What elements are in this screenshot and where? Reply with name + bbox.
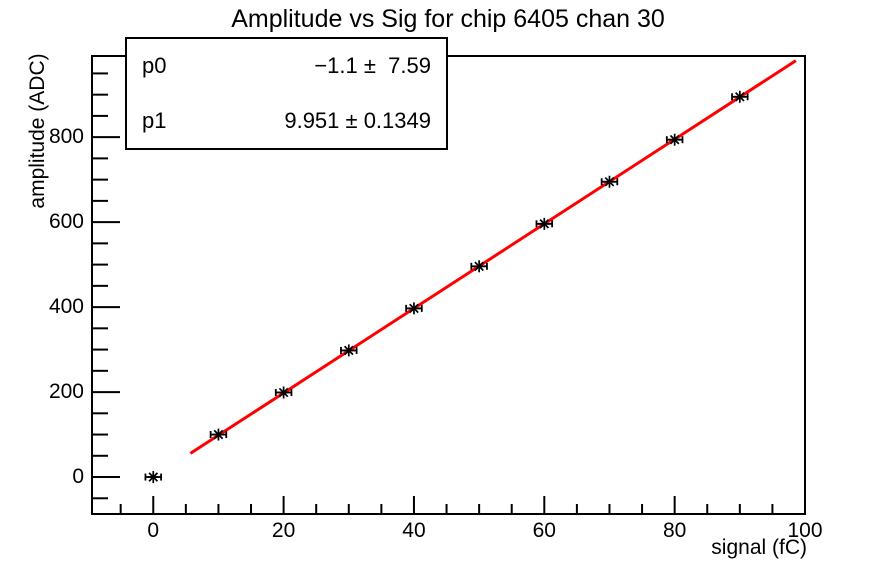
x-tick-label: 0	[147, 519, 160, 542]
y-tick-label: 800	[48, 125, 84, 149]
data-point	[274, 386, 293, 399]
x-tick-label: 40	[402, 519, 426, 542]
marker-asterisk-stroke	[735, 91, 745, 102]
y-tick-label: 0	[72, 465, 84, 489]
marker-asterisk-stroke	[409, 303, 419, 314]
marker-asterisk-stroke	[278, 387, 289, 398]
param-name-p1: p1	[142, 107, 167, 133]
data-point	[470, 260, 488, 273]
marker-asterisk-stroke	[343, 345, 354, 356]
data-point	[600, 175, 619, 188]
y-tick-label: 600	[48, 210, 84, 234]
marker-asterisk-stroke	[539, 219, 550, 229]
marker-asterisk-stroke	[148, 472, 159, 482]
data-point	[144, 471, 162, 484]
x-axis-title: signal (fC)	[711, 536, 807, 559]
marker-asterisk-stroke	[474, 261, 484, 272]
param-name-p0: p0	[142, 53, 167, 79]
data-point	[340, 344, 358, 357]
marker-asterisk-stroke	[604, 176, 615, 187]
x-tick-label: 60	[532, 519, 556, 542]
fit-stats-box: p0 −1.1 ± 7.59 p1 9.951 ± 0.1349	[125, 37, 448, 150]
y-tick-label: 400	[48, 295, 84, 319]
marker-asterisk-stroke	[213, 429, 224, 440]
fit-line	[189, 59, 797, 455]
stat-row-p1: p1 9.951 ± 0.1349	[127, 108, 446, 134]
x-tick-label: 100	[787, 519, 823, 542]
data-point	[665, 133, 684, 146]
plot-title: Amplitude vs Sig for chip 6405 chan 30	[231, 5, 665, 33]
y-tick-label: 200	[48, 380, 84, 404]
param-value-p0: −1.1 ± 7.59	[314, 53, 431, 79]
plot-frame	[91, 55, 806, 515]
stat-row-p0: p0 −1.1 ± 7.59	[127, 53, 446, 79]
x-tick-label: 20	[271, 519, 296, 542]
x-tick-label: 80	[662, 519, 687, 542]
data-point	[209, 428, 228, 441]
marker-asterisk-stroke	[669, 134, 680, 145]
param-value-p1: 9.951 ± 0.1349	[284, 107, 431, 133]
data-point	[405, 302, 423, 315]
data-point	[535, 217, 554, 230]
data-point	[731, 90, 749, 103]
